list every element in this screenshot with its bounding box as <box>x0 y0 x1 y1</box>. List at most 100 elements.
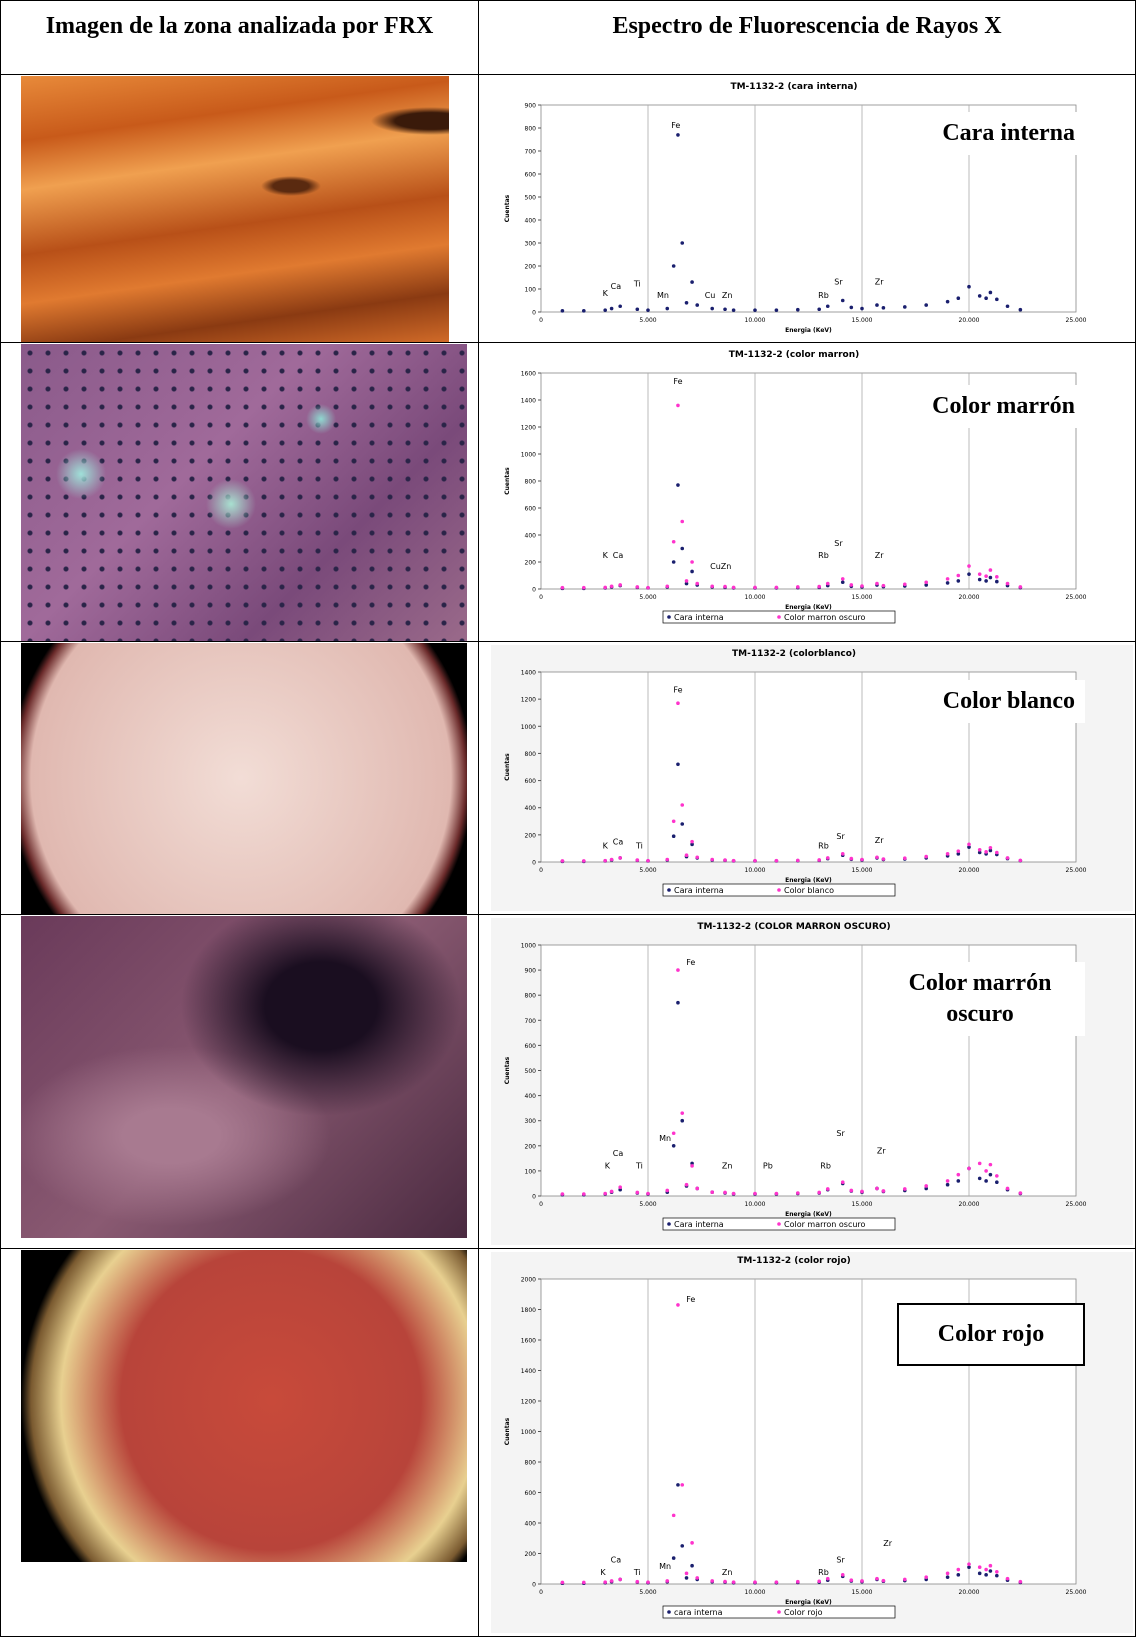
data-point <box>796 585 800 589</box>
legend-marker <box>667 615 671 619</box>
y-tick-label: 700 <box>525 149 537 156</box>
data-point <box>636 307 640 311</box>
legend-label: Color marron oscuro <box>784 613 866 622</box>
data-point <box>646 308 650 312</box>
data-point <box>672 540 676 544</box>
x-tick-label: 20.000 <box>959 594 980 601</box>
data-point <box>995 1180 999 1184</box>
overlay-label: Cara interna <box>932 112 1085 155</box>
x-tick-label: 25.000 <box>1066 1589 1087 1596</box>
data-point <box>710 858 714 862</box>
data-point <box>680 520 684 524</box>
y-tick-label: 1200 <box>521 697 536 704</box>
element-label: Mn <box>659 1134 671 1143</box>
data-point <box>618 1185 622 1189</box>
data-point <box>875 1187 879 1191</box>
data-point <box>775 308 779 312</box>
data-point <box>989 291 993 295</box>
y-tick-label: 400 <box>525 805 537 812</box>
data-point <box>665 307 669 311</box>
data-point <box>582 859 586 863</box>
data-point <box>775 586 779 590</box>
element-label: Zr <box>875 277 884 286</box>
element-label: Ca <box>613 551 624 560</box>
data-point <box>882 584 886 588</box>
data-point <box>946 1575 950 1579</box>
data-point <box>676 404 680 408</box>
data-point <box>685 1183 689 1187</box>
data-point <box>676 1303 680 1307</box>
data-point <box>680 547 684 551</box>
data-point <box>636 858 640 862</box>
data-point <box>978 294 982 298</box>
data-point <box>946 581 950 585</box>
data-point <box>676 1001 680 1005</box>
data-point <box>672 834 676 838</box>
data-point <box>690 840 694 844</box>
y-tick-label: 1000 <box>521 724 536 731</box>
data-point <box>882 306 886 310</box>
data-point <box>723 585 727 589</box>
data-point <box>989 846 993 850</box>
element-label: Cu <box>705 291 716 300</box>
y-tick-label: 1600 <box>521 1338 536 1345</box>
legend-label: Color rojo <box>784 1608 823 1617</box>
legend-label: Color marron oscuro <box>784 1220 866 1229</box>
data-point <box>989 1564 993 1568</box>
data-point <box>967 572 971 576</box>
data-point <box>676 762 680 766</box>
element-label: K <box>603 551 609 560</box>
data-point <box>995 298 999 302</box>
data-point <box>646 586 650 590</box>
x-tick-label: 15.000 <box>852 867 873 874</box>
chart-title: TM-1132-2 (COLOR MARRON OSCURO) <box>697 922 890 932</box>
data-point <box>665 858 669 862</box>
data-point <box>672 819 676 823</box>
y-axis-label: Cuentas <box>504 753 511 781</box>
data-point <box>618 856 622 860</box>
data-point <box>995 575 999 579</box>
y-tick-label: 0 <box>532 1582 536 1589</box>
data-point <box>978 1565 982 1569</box>
element-label: Ca <box>613 1149 624 1158</box>
data-point <box>841 580 845 584</box>
data-point <box>817 1579 821 1583</box>
data-point <box>850 857 854 861</box>
element-label: Zn <box>722 1568 733 1577</box>
data-point <box>732 586 736 590</box>
element-label: Zn <box>722 291 733 300</box>
y-tick-label: 900 <box>525 103 537 110</box>
element-label: Zn <box>722 1161 733 1170</box>
data-point <box>978 572 982 576</box>
data-point <box>841 299 845 303</box>
data-point <box>603 1192 607 1196</box>
data-point <box>695 1576 699 1580</box>
data-point <box>946 852 950 856</box>
data-point <box>875 855 879 859</box>
header-right: Espectro de Fluorescencia de Rayos X <box>612 13 1001 39</box>
data-point <box>984 296 988 300</box>
data-point <box>946 1179 950 1183</box>
data-point <box>1019 308 1023 312</box>
data-point <box>775 1580 779 1584</box>
data-point <box>690 1541 694 1545</box>
y-tick-label: 100 <box>525 287 537 294</box>
x-tick-label: 25.000 <box>1066 317 1087 324</box>
chart-title: TM-1132-2 (color marron) <box>729 350 860 360</box>
data-point <box>984 574 988 578</box>
element-label: Zr <box>877 1146 886 1155</box>
y-tick-label: 400 <box>525 533 537 540</box>
data-point <box>984 1573 988 1577</box>
x-tick-label: 5.000 <box>639 317 656 324</box>
data-point <box>946 300 950 304</box>
y-tick-label: 2000 <box>521 1277 536 1284</box>
overlay-label: Color blanco <box>933 680 1085 723</box>
x-tick-label: 20.000 <box>959 1201 980 1208</box>
element-label: Zr <box>883 1539 892 1548</box>
y-tick-label: 200 <box>525 1551 537 1558</box>
overlay-label: Color rojo <box>897 1303 1085 1366</box>
y-tick-label: 1600 <box>521 371 536 378</box>
chart-title: TM-1132-2 (color rojo) <box>737 1256 850 1266</box>
data-point <box>646 859 650 863</box>
